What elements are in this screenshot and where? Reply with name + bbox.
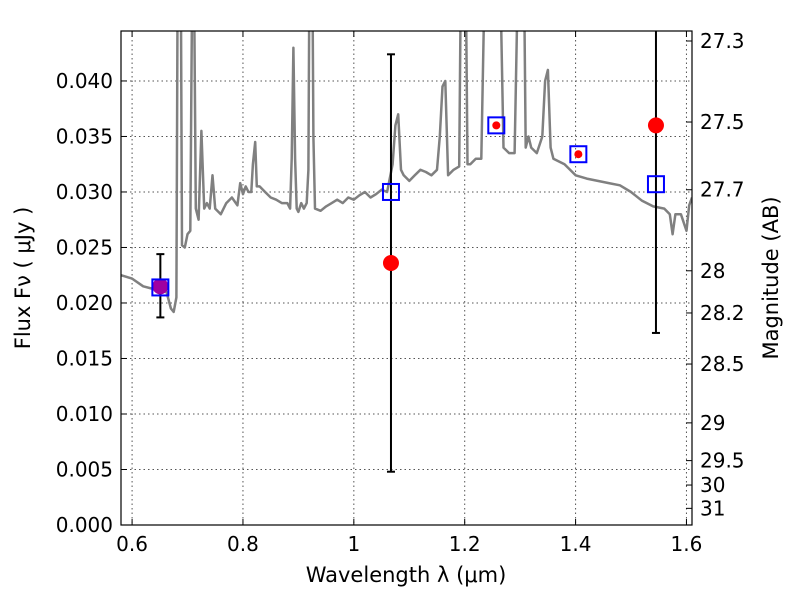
plot-frame — [120, 30, 693, 526]
y-tick-label: 0.000 — [56, 513, 113, 537]
y-tick-label: 0.025 — [56, 235, 113, 259]
right-axis-label: Magnitude (AB) — [759, 196, 783, 359]
spectrum-line — [121, 31, 692, 314]
x-axis-label: Wavelength λ (μm) — [306, 563, 507, 587]
x-tick-label: 0.8 — [227, 532, 259, 556]
model-point — [151, 278, 170, 297]
model-point — [487, 116, 506, 135]
right-tick-label: 28.2 — [700, 301, 745, 325]
right-tick-label: 28 — [700, 259, 725, 283]
right-tick-label: 30 — [700, 473, 725, 497]
y-tick-label: 0.015 — [56, 346, 113, 370]
y-axis-label: Flux Fν ( μJy ) — [11, 207, 35, 350]
y-tick-label: 0.020 — [56, 291, 113, 315]
right-tick-label: 29.5 — [700, 449, 745, 473]
right-tick-label: 27.7 — [700, 178, 745, 202]
data-series — [121, 31, 692, 314]
right-tick-label: 27.5 — [700, 110, 745, 134]
x-tick-label: 0.6 — [116, 532, 148, 556]
right-tick-label: 29 — [700, 411, 725, 435]
observed-point — [492, 121, 501, 130]
model-point — [646, 175, 665, 194]
y-tick-label: 0.010 — [56, 402, 113, 426]
y-tick-label: 0.035 — [56, 124, 113, 148]
x-tick-label: 1.4 — [560, 532, 592, 556]
observed-point — [382, 255, 399, 272]
observed-point — [647, 117, 664, 134]
observed-point — [152, 278, 169, 295]
y-tick-label: 0.005 — [56, 457, 113, 481]
y-tick-label: 0.030 — [56, 180, 113, 204]
x-tick-label: 1 — [347, 532, 360, 556]
right-tick-label: 28.5 — [700, 352, 745, 376]
x-tick-label: 1.2 — [449, 532, 481, 556]
x-tick-label: 1.6 — [671, 532, 703, 556]
model-point — [569, 145, 588, 164]
axis-ticks: 0.6 0.8 1 1.2 1.4 1.6 0.000 0.005 0.010 0.015 0.02… — [56, 29, 745, 556]
right-tick-label: 27.3 — [700, 29, 745, 53]
y-tick-label: 0.040 — [56, 69, 113, 93]
model-point — [381, 182, 400, 201]
right-tick-label: 31 — [700, 496, 725, 520]
observed-point — [574, 150, 583, 159]
data-markers — [151, 31, 665, 473]
